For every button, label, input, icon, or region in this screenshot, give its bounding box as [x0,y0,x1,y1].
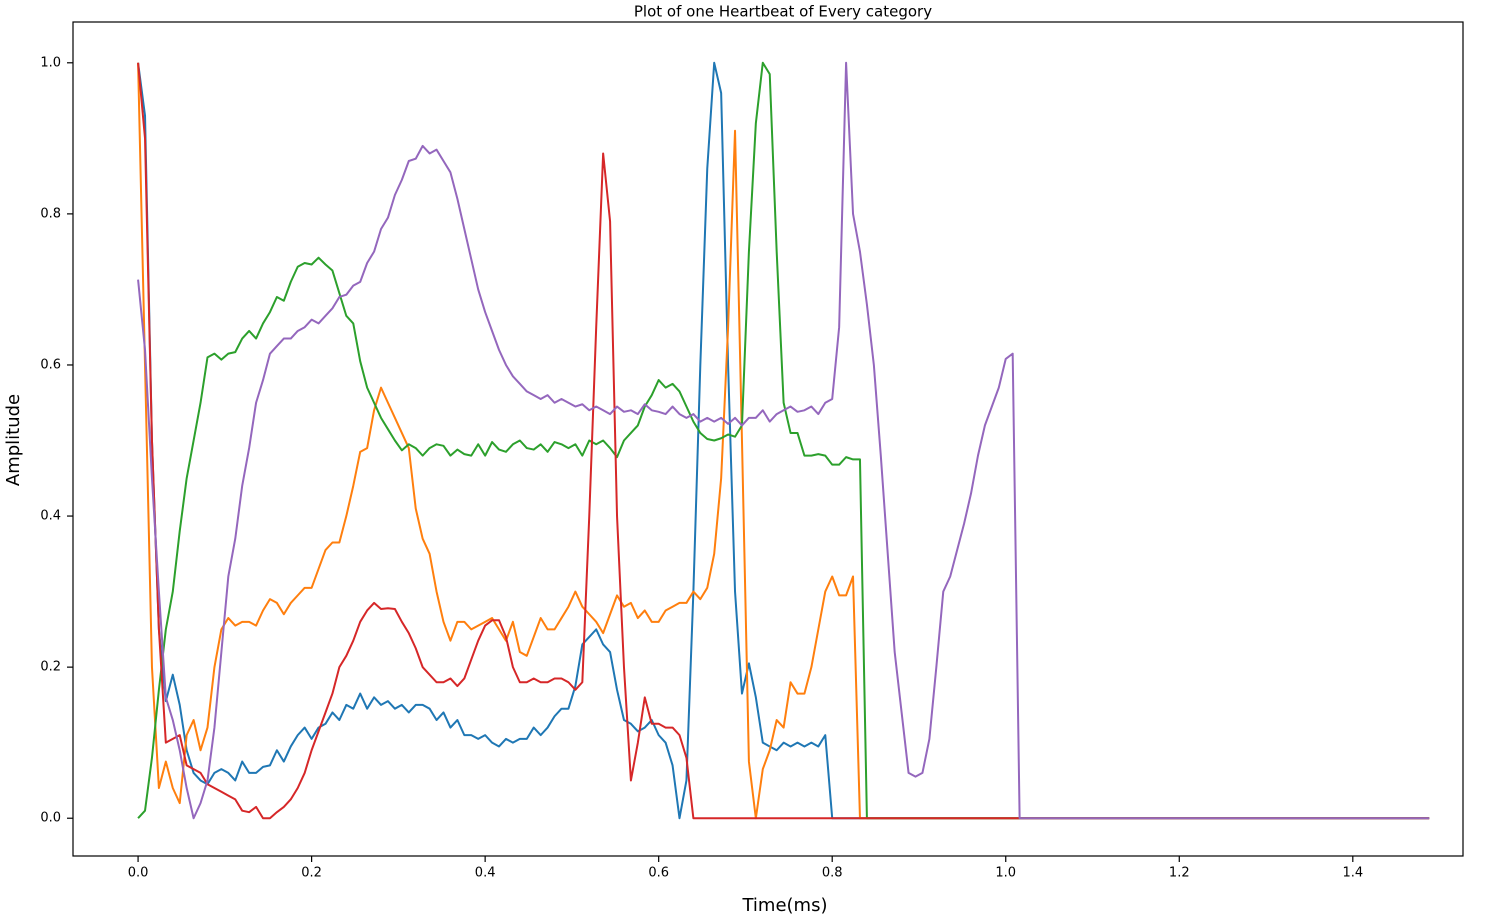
series-line [137,62,1430,820]
x-tick-label: 0.8 [822,866,843,881]
series-line [137,61,1430,820]
series-line [137,61,1430,820]
x-tick-label: 1.2 [1169,866,1190,881]
x-tick-label: 0.2 [301,866,322,881]
x-tick-label: 0.0 [128,866,149,881]
chart-title: Plot of one Heartbeat of Every category [634,3,932,21]
x-tick-label: 0.4 [475,866,496,881]
x-tick-label: 0.6 [648,866,669,881]
x-axis-label: Time(ms) [741,895,827,916]
y-axis-label: Amplitude [3,394,24,486]
y-tick-label: 1.0 [40,55,61,70]
x-tick-label: 1.4 [1342,866,1363,881]
y-tick-label: 0.0 [40,811,61,826]
series-line [137,61,1430,820]
y-tick-label: 0.8 [40,206,61,221]
x-tick-label: 1.0 [995,866,1016,881]
y-tick-label: 0.2 [40,660,61,675]
plot-frame [72,21,1464,857]
y-tick-label: 0.6 [40,357,61,372]
series-line [137,62,1430,820]
y-tick-label: 0.4 [40,509,61,524]
